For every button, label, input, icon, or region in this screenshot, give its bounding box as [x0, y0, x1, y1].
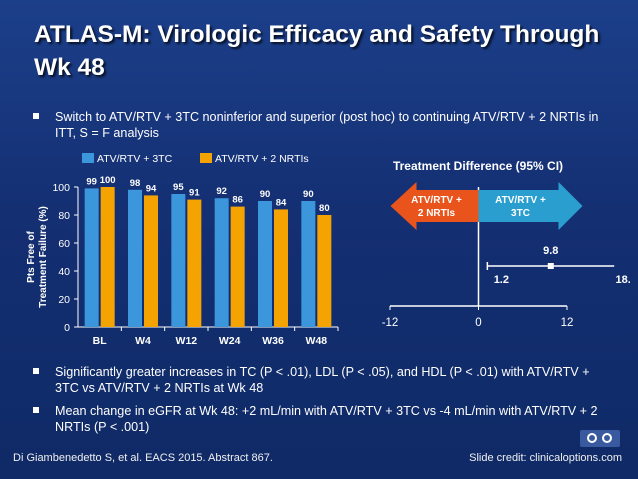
bullet-text: Mean change in eGFR at Wk 48: +2 mL/min …	[55, 404, 598, 434]
citation: Di Giambenedetto S, et al. EACS 2015. Ab…	[13, 452, 273, 464]
bullet-square-icon	[33, 407, 39, 413]
bar-series-1	[214, 198, 229, 327]
data-label: 100	[100, 175, 116, 186]
bar-series-1	[301, 201, 316, 327]
bar-series-1	[258, 201, 272, 327]
bullet-noninferior: Switch to ATV/RTV + 3TC noninferior and …	[33, 109, 615, 141]
data-label: 95	[173, 182, 184, 193]
slide-title: ATLAS-M: Virologic Efficacy and Safety T…	[34, 21, 600, 81]
data-label: 90	[260, 189, 271, 200]
x-tick-label: BL	[93, 335, 108, 347]
data-label: 91	[189, 188, 200, 199]
x-tick-label: W48	[306, 335, 328, 347]
bar-series-1	[171, 194, 186, 327]
y-tick-label: 40	[58, 266, 70, 278]
bar-series-2	[317, 215, 332, 327]
bar-series-2	[274, 209, 288, 327]
y-tick-label: 0	[64, 322, 70, 334]
bullet-egfr: Mean change in eGFR at Wk 48: +2 mL/min …	[33, 403, 615, 435]
legend-swatch-series-1	[82, 153, 94, 163]
arrow-right-label: ATV/RTV +	[495, 195, 546, 206]
data-label: 98	[130, 178, 141, 189]
arrow-left-label: ATV/RTV +	[411, 195, 462, 206]
point-estimate	[547, 263, 554, 269]
bar-series-2	[187, 199, 202, 327]
arrow-right-label: 3TC	[511, 208, 530, 219]
x-tick-label: W4	[135, 335, 151, 347]
y-tick-label: 100	[52, 182, 70, 194]
bar-series-2	[100, 187, 115, 327]
y-tick-label: 20	[58, 294, 70, 306]
x-tick-label: W24	[219, 335, 241, 347]
bar-series-1	[128, 189, 142, 327]
ci-upper-label: 18.4	[615, 274, 630, 286]
clinical-options-logo-icon	[580, 430, 620, 447]
bullet-text: Significantly greater increases in TC (P…	[55, 365, 590, 395]
bar-series-2	[144, 195, 158, 327]
data-label: 92	[216, 186, 227, 197]
data-label: 86	[232, 195, 243, 206]
arrow-right	[478, 182, 583, 230]
y-axis-label: Treatment Failure (%)	[38, 206, 49, 308]
bullet-lipids: Significantly greater increases in TC (P…	[33, 364, 615, 396]
data-label: 99	[86, 176, 97, 187]
bar-chart: ATV/RTV + 3TC ATV/RTV + 2 NRTIs Pts Free o…	[26, 153, 339, 347]
legend-swatch-series-2	[200, 153, 212, 163]
y-axis-label: Pts Free of	[26, 230, 37, 282]
data-label: 90	[303, 189, 314, 200]
arrow-left-label: 2 NRTIs	[418, 208, 456, 219]
forest-x-tick-label: 0	[475, 317, 481, 329]
data-label: 80	[319, 203, 330, 214]
data-label: 84	[276, 197, 287, 208]
arrow-left	[390, 182, 479, 230]
x-tick-label: W36	[262, 335, 284, 347]
estimate-label: 9.8	[543, 245, 558, 257]
bullet-square-icon	[33, 368, 39, 374]
y-tick-label: 80	[58, 210, 70, 222]
x-tick-label: W12	[176, 335, 198, 347]
data-label: 94	[146, 183, 157, 194]
slide-credit: Slide credit: clinicaloptions.com	[469, 452, 622, 464]
forest-x-tick-label: -12	[382, 317, 399, 329]
bullet-square-icon	[33, 113, 39, 119]
forest-plot: Treatment Difference (95% CI) ATV/RTV + 2 …	[382, 159, 630, 329]
forest-title: Treatment Difference (95% CI)	[393, 159, 563, 173]
bullet-text: Switch to ATV/RTV + 3TC noninferior and …	[55, 110, 599, 140]
legend-label-series-2: ATV/RTV + 2 NRTIs	[215, 153, 309, 165]
legend-label-series-1: ATV/RTV + 3TC	[97, 153, 173, 165]
bar-series-2	[230, 206, 245, 327]
ci-lower-label: 1.2	[494, 274, 509, 286]
bar-series-1	[84, 188, 99, 327]
y-tick-label: 60	[58, 238, 70, 250]
forest-x-tick-label: 12	[561, 317, 574, 329]
